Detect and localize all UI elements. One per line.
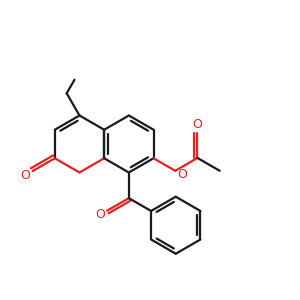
Text: O: O — [178, 169, 188, 182]
Text: O: O — [193, 118, 202, 131]
Text: O: O — [20, 169, 30, 182]
Text: O: O — [95, 208, 105, 221]
